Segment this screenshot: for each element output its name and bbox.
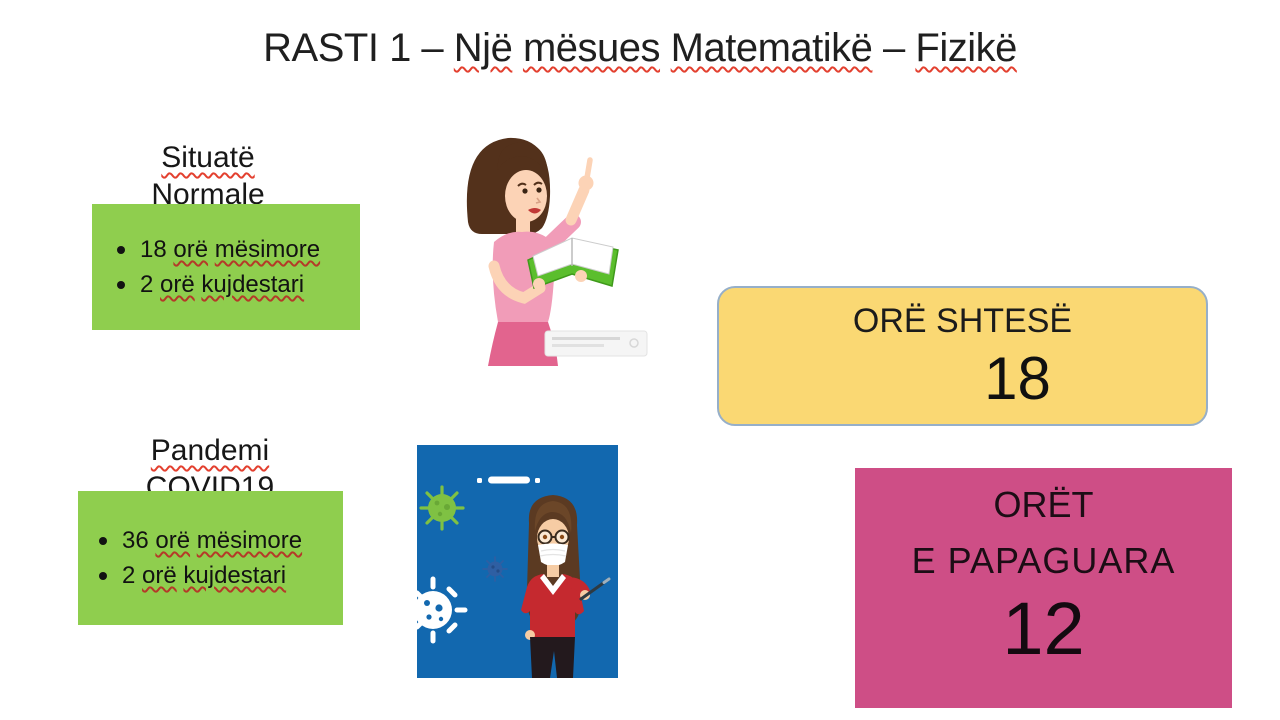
extra-hours-value: 18 — [984, 345, 1051, 412]
extra-hours-card: ORË SHTESË 18 — [717, 286, 1208, 426]
covid-case-heading-line1: Pandemi — [98, 434, 322, 467]
page-title: RASTI 1 – Një mësues Matematikë – Fizikë — [0, 26, 1280, 71]
unpaid-hours-label-line2: E PAPAGUARA — [911, 540, 1176, 581]
coronavirus-blue-icon — [482, 556, 508, 582]
bullet-word: orë — [173, 236, 209, 263]
face-mask-folds — [539, 548, 567, 557]
open-book — [527, 237, 619, 290]
list-item: 2 orë kujdestari — [96, 558, 343, 593]
pointer-stick — [579, 577, 611, 601]
bullet-word: mësimore — [196, 527, 303, 554]
title-prefix: RASTI 1 – — [263, 26, 444, 70]
title-word-nje: Një — [453, 26, 513, 70]
unpaid-hours-card: ORËT E PAPAGUARA 12 — [855, 468, 1232, 708]
heading-word: Situatë — [161, 141, 255, 174]
heading-word: Pandemi — [150, 434, 270, 467]
bullet-word: orë — [142, 562, 177, 589]
bullet-list: 36 orë mësimore 2 orë kujdestari — [78, 491, 343, 593]
bullet-word: kujdestari — [183, 562, 287, 589]
unpaid-hours-value: 12 — [1002, 587, 1085, 670]
teacher-face — [505, 170, 547, 222]
coronavirus-green-icon — [419, 485, 465, 531]
title-word-mesues: mësues — [522, 26, 661, 70]
coronavirus-white-icon — [417, 576, 468, 644]
list-item: 18 orë mësimore — [114, 232, 360, 267]
bullet-number: 36 — [122, 527, 149, 554]
blue-background — [417, 445, 618, 678]
teacher-clipart — [466, 137, 648, 366]
bullet-word: orë — [155, 527, 191, 554]
title-word-fizike: Fizikë — [915, 26, 1017, 70]
masked-teacher-image — [417, 445, 618, 678]
chalk-line — [477, 476, 540, 484]
teacher-skirt — [488, 322, 558, 366]
white-collar — [540, 574, 566, 595]
bullet-number: 18 — [140, 236, 167, 263]
teacher-neck — [547, 565, 559, 577]
bullet-number: 2 — [140, 271, 154, 298]
bullet-word: mësimore — [214, 236, 321, 263]
normal-case-heading: Situatë Normale — [96, 141, 320, 215]
red-sweater — [521, 574, 584, 637]
masked-teacher-figure — [521, 495, 611, 678]
title-dash: – — [883, 26, 905, 70]
bullet-list: 18 orë mësimore 2 orë kujdestari — [92, 204, 360, 302]
covid-case-box: 36 orë mësimore 2 orë kujdestari — [78, 491, 343, 625]
unpaid-hours-label-line1: ORËT — [993, 484, 1094, 525]
teacher-raised-arm — [542, 157, 594, 252]
bullet-word: orë — [160, 271, 195, 298]
black-pants — [530, 637, 575, 678]
extra-hours-label: ORË SHTESË — [852, 302, 1073, 340]
watermark — [544, 330, 648, 357]
list-item: 36 orë mësimore — [96, 523, 343, 558]
normal-case-heading-line1: Situatë — [96, 141, 320, 174]
bullet-word: kujdestari — [201, 271, 305, 298]
bullet-number: 2 — [122, 562, 136, 589]
list-item: 2 orë kujdestari — [114, 267, 360, 302]
teacher-fringe — [534, 501, 572, 533]
glasses-icon — [537, 529, 570, 545]
normal-case-box: 18 orë mësimore 2 orë kujdestari — [92, 204, 360, 330]
title-word-matematike: Matematikë — [670, 26, 873, 70]
teacher-fringe — [497, 142, 548, 178]
covid-case-heading: Pandemi COVID19 — [98, 434, 322, 508]
